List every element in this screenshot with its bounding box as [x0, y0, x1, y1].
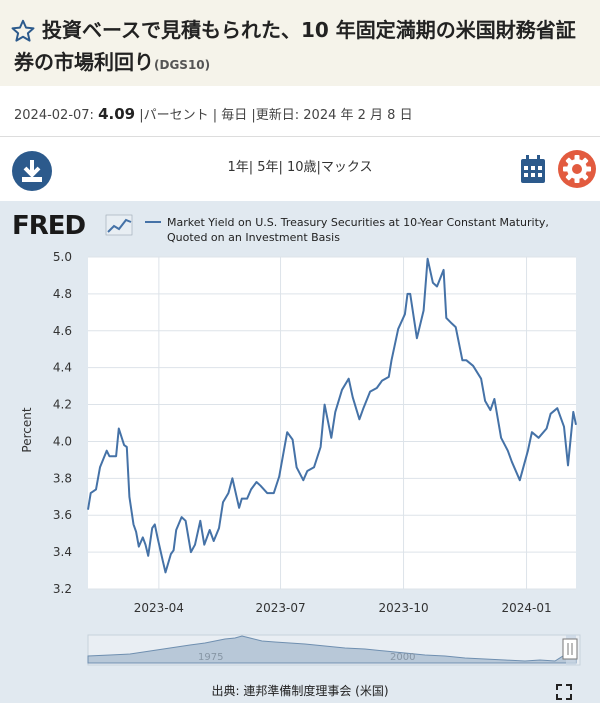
x-tick-label: 2023-10 [378, 601, 428, 615]
fred-graph-icon [105, 214, 133, 236]
legend-label-line2: Quoted on an Investment Basis [167, 231, 340, 244]
y-tick-label: 4.0 [53, 434, 72, 448]
plot-area [88, 257, 576, 589]
source-label: 出典: 連邦準備制度理事会 (米国) [211, 683, 388, 698]
x-tick-label: 2024-01 [501, 601, 551, 615]
x-tick-label: 2023-04 [134, 601, 184, 615]
navigator-handle[interactable] [562, 638, 578, 660]
navigator-label-2000: 2000 [390, 652, 415, 663]
y-axis-label: Percent [20, 407, 34, 452]
chart-container: FRED Market Yield on U.S. Treasury Secur… [0, 201, 600, 703]
y-tick-label: 3.6 [53, 508, 72, 522]
legend-label-line1: Market Yield on U.S. Treasury Securities… [167, 216, 549, 229]
date-range-selector[interactable]: 1年| 5年| 10歳|マックス [227, 160, 373, 175]
line-chart: FRED Market Yield on U.S. Treasury Secur… [12, 211, 581, 700]
observation-details: |パーセント | 毎日 |更新日: 2024 年 2 月 8 日 [139, 108, 413, 123]
observation-value: 4.09 [98, 105, 136, 123]
navigator-label-1975: 1975 [198, 652, 223, 663]
download-button[interactable] [12, 151, 52, 191]
y-tick-label: 5.0 [53, 250, 72, 264]
calendar-icon[interactable] [519, 154, 547, 184]
divider [0, 136, 600, 137]
settings-button[interactable] [557, 149, 597, 189]
page-title-text: 投資ベースで見積もられた、10 年固定満期の米国財務省証券の市場利回り [14, 18, 576, 74]
navigator-series [87, 635, 577, 664]
y-tick-label: 4.2 [53, 398, 72, 412]
fred-logo[interactable]: FRED [12, 211, 87, 241]
fullscreen-icon[interactable] [556, 684, 572, 700]
y-tick-label: 3.2 [53, 582, 72, 596]
y-tick-label: 4.6 [53, 324, 72, 338]
page-title: 投資ベースで見積もられた、10 年固定満期の米国財務省証券の市場利回り(DGS1… [14, 14, 589, 81]
observation-date: 2024-02-07: [14, 108, 94, 123]
series-line-dgs10 [87, 257, 577, 574]
observation-meta: 2024-02-07: 4.09 |パーセント | 毎日 |更新日: 2024 … [14, 104, 413, 123]
y-tick-label: 4.8 [53, 287, 72, 301]
download-icon [22, 160, 42, 182]
y-tick-label: 3.4 [53, 545, 72, 559]
title-bar: 投資ベースで見積もられた、10 年固定満期の米国財務省証券の市場利回り(DGS1… [0, 0, 600, 86]
gear-icon [558, 150, 596, 188]
y-tick-label: 3.8 [53, 471, 72, 485]
series-code: (DGS10) [154, 58, 211, 72]
y-tick-label: 4.4 [53, 361, 72, 375]
favorite-star-icon[interactable] [10, 18, 36, 44]
x-tick-label: 2023-07 [255, 601, 305, 615]
